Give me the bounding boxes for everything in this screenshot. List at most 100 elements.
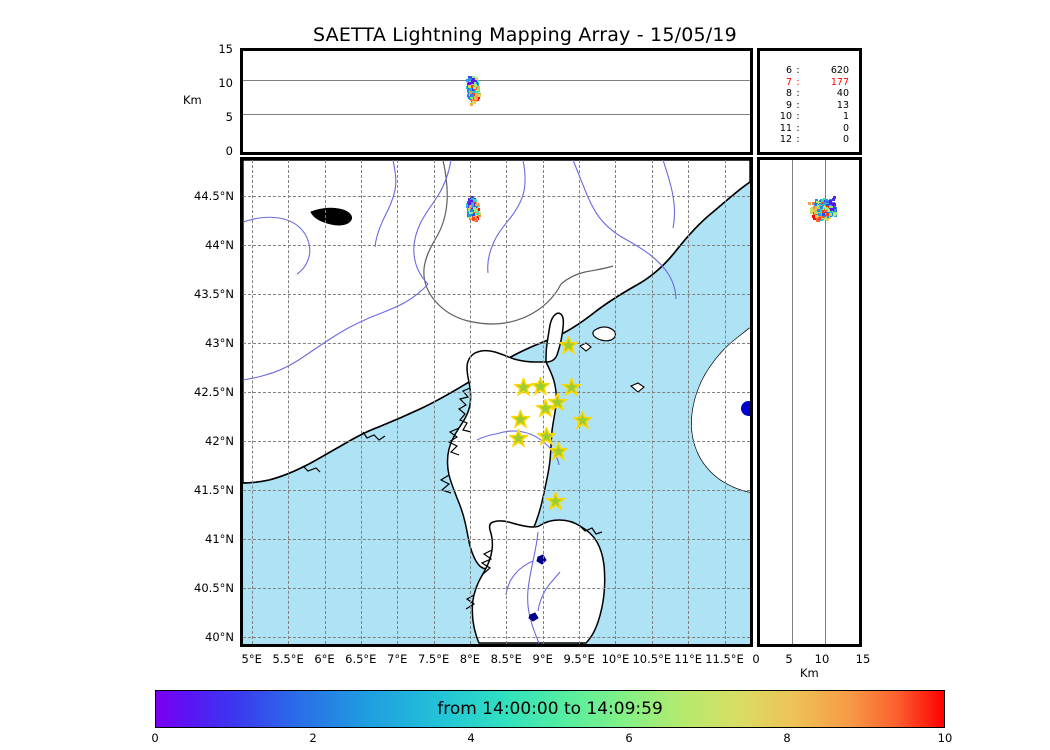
longitude-tick: 10°E [601, 652, 630, 666]
lightning-source-dot [814, 206, 818, 210]
lightning-source-dot [469, 80, 473, 84]
lightning-source-dot [475, 91, 479, 95]
lightning-source-dot [477, 94, 481, 98]
lightning-source-dot [465, 78, 469, 82]
map-gridline-lat [243, 441, 750, 443]
right-xtick-5: 5 [785, 652, 793, 666]
lightning-source-dot [818, 216, 822, 220]
map-gridline-lat [243, 637, 750, 639]
lightning-source-dot [826, 214, 830, 218]
latitude-tick: 43°N [205, 336, 234, 351]
lightning-source-dot [466, 200, 470, 204]
lightning-source-dot [825, 212, 829, 216]
blue-dot-marker [741, 401, 750, 416]
lightning-source-dot [468, 204, 472, 208]
lightning-source-dot [468, 208, 472, 212]
gridline-10km-right [825, 160, 826, 644]
right-axis-label-km: Km [800, 666, 819, 680]
latitude-tick: 42.5°N [194, 385, 234, 400]
map-gridline-lat [243, 245, 750, 247]
stats-key: 6 [785, 65, 792, 76]
lightning-source-dot [472, 88, 476, 92]
lightning-source-dot [468, 91, 472, 95]
stats-separator: : [796, 99, 800, 111]
lightning-source-dot [471, 84, 474, 88]
lma-station-star [513, 377, 533, 397]
lightning-source-dot [472, 96, 476, 100]
lightning-source-dot [477, 85, 480, 89]
lightning-source-dot [832, 197, 836, 201]
lightning-source-dot [824, 202, 828, 206]
longitude-tick: 8.5°E [490, 652, 522, 666]
altitude-longitude-panel [240, 48, 753, 155]
lightning-source-dot [824, 216, 828, 220]
colorbar-tick: 10 [937, 731, 953, 745]
lma-station-star [536, 399, 556, 419]
lma-station-star [509, 428, 529, 448]
longitude-tick: 5.5°E [272, 652, 304, 666]
top-ytick-15: 15 [218, 42, 233, 56]
lightning-source-dot [466, 87, 470, 91]
lightning-source-dot [471, 101, 475, 105]
stats-key: 12 [779, 134, 792, 145]
stats-value: 620 [830, 65, 849, 76]
lightning-source-dot [811, 201, 815, 205]
stats-value: 13 [836, 99, 849, 111]
stats-separator: : [796, 65, 800, 76]
lightning-source-dot [828, 216, 832, 220]
colorbar-time-label: from 14:00:00 to 14:09:59 [437, 699, 663, 719]
lightning-source-dot [818, 212, 821, 216]
latitude-tick: 41°N [205, 532, 234, 547]
lightning-source-dot [475, 95, 479, 98]
lightning-source-dot [832, 195, 836, 199]
map-gridline-lat [243, 343, 750, 345]
lightning-source-dot [472, 79, 476, 83]
lightning-source-dot [465, 204, 469, 208]
lightning-source-dot [474, 209, 478, 213]
lightning-source-dot [822, 213, 826, 217]
time-colorbar[interactable]: from 14:00:00 to 14:09:59 [155, 690, 945, 728]
lightning-source-dot [832, 209, 836, 212]
stats-key: 10 [779, 111, 792, 122]
altitude-latitude-panel [757, 157, 862, 647]
lightning-source-dot [822, 206, 826, 210]
longitude-tick: 11°E [674, 652, 703, 666]
stats-separator: : [796, 88, 800, 99]
top-ytick-5: 5 [225, 110, 233, 124]
lma-station-star [531, 376, 550, 396]
stats-value: 177 [830, 76, 849, 88]
stats-row: 8: 40 [760, 88, 865, 100]
lightning-source-dot [828, 213, 832, 217]
lightning-source-dot [823, 209, 827, 213]
longitude-tick: 8°E [459, 652, 481, 666]
lightning-source-dot [831, 211, 835, 214]
lightning-source-dot [467, 78, 471, 81]
right-xtick-15: 15 [855, 652, 871, 666]
lightning-source-dot [825, 218, 829, 222]
lightning-source-dot [473, 86, 477, 90]
colorbar-tick: 6 [625, 731, 633, 745]
longitude-tick: 6.5°E [345, 652, 377, 666]
lightning-source-dot [468, 201, 472, 205]
lightning-source-dot [470, 208, 474, 212]
lightning-source-dot [813, 216, 816, 220]
lightning-source-dot [470, 93, 474, 97]
lightning-source-dot [472, 81, 476, 85]
lightning-source-dot [834, 210, 838, 214]
gridline-5km-right [792, 160, 793, 644]
map-gridline-lon [433, 160, 435, 644]
lightning-source-dot [474, 99, 478, 103]
lightning-source-dot [825, 200, 829, 204]
right-xtick-10: 10 [814, 652, 830, 666]
latitude-tick: 42°N [205, 434, 234, 449]
longitude-tick: 7.5°E [417, 652, 450, 666]
lightning-source-dot [469, 97, 473, 101]
longitude-tick: 10.5°E [632, 652, 672, 666]
lightning-source-dot [468, 84, 472, 88]
stats-row: 9: 13 [760, 100, 865, 112]
map-gridline-lon [651, 160, 653, 644]
stats-value: 40 [836, 88, 849, 99]
latitude-tick: 43.5°N [194, 287, 234, 302]
latitude-tick: 40°N [205, 630, 234, 645]
lightning-source-dot [468, 199, 472, 203]
